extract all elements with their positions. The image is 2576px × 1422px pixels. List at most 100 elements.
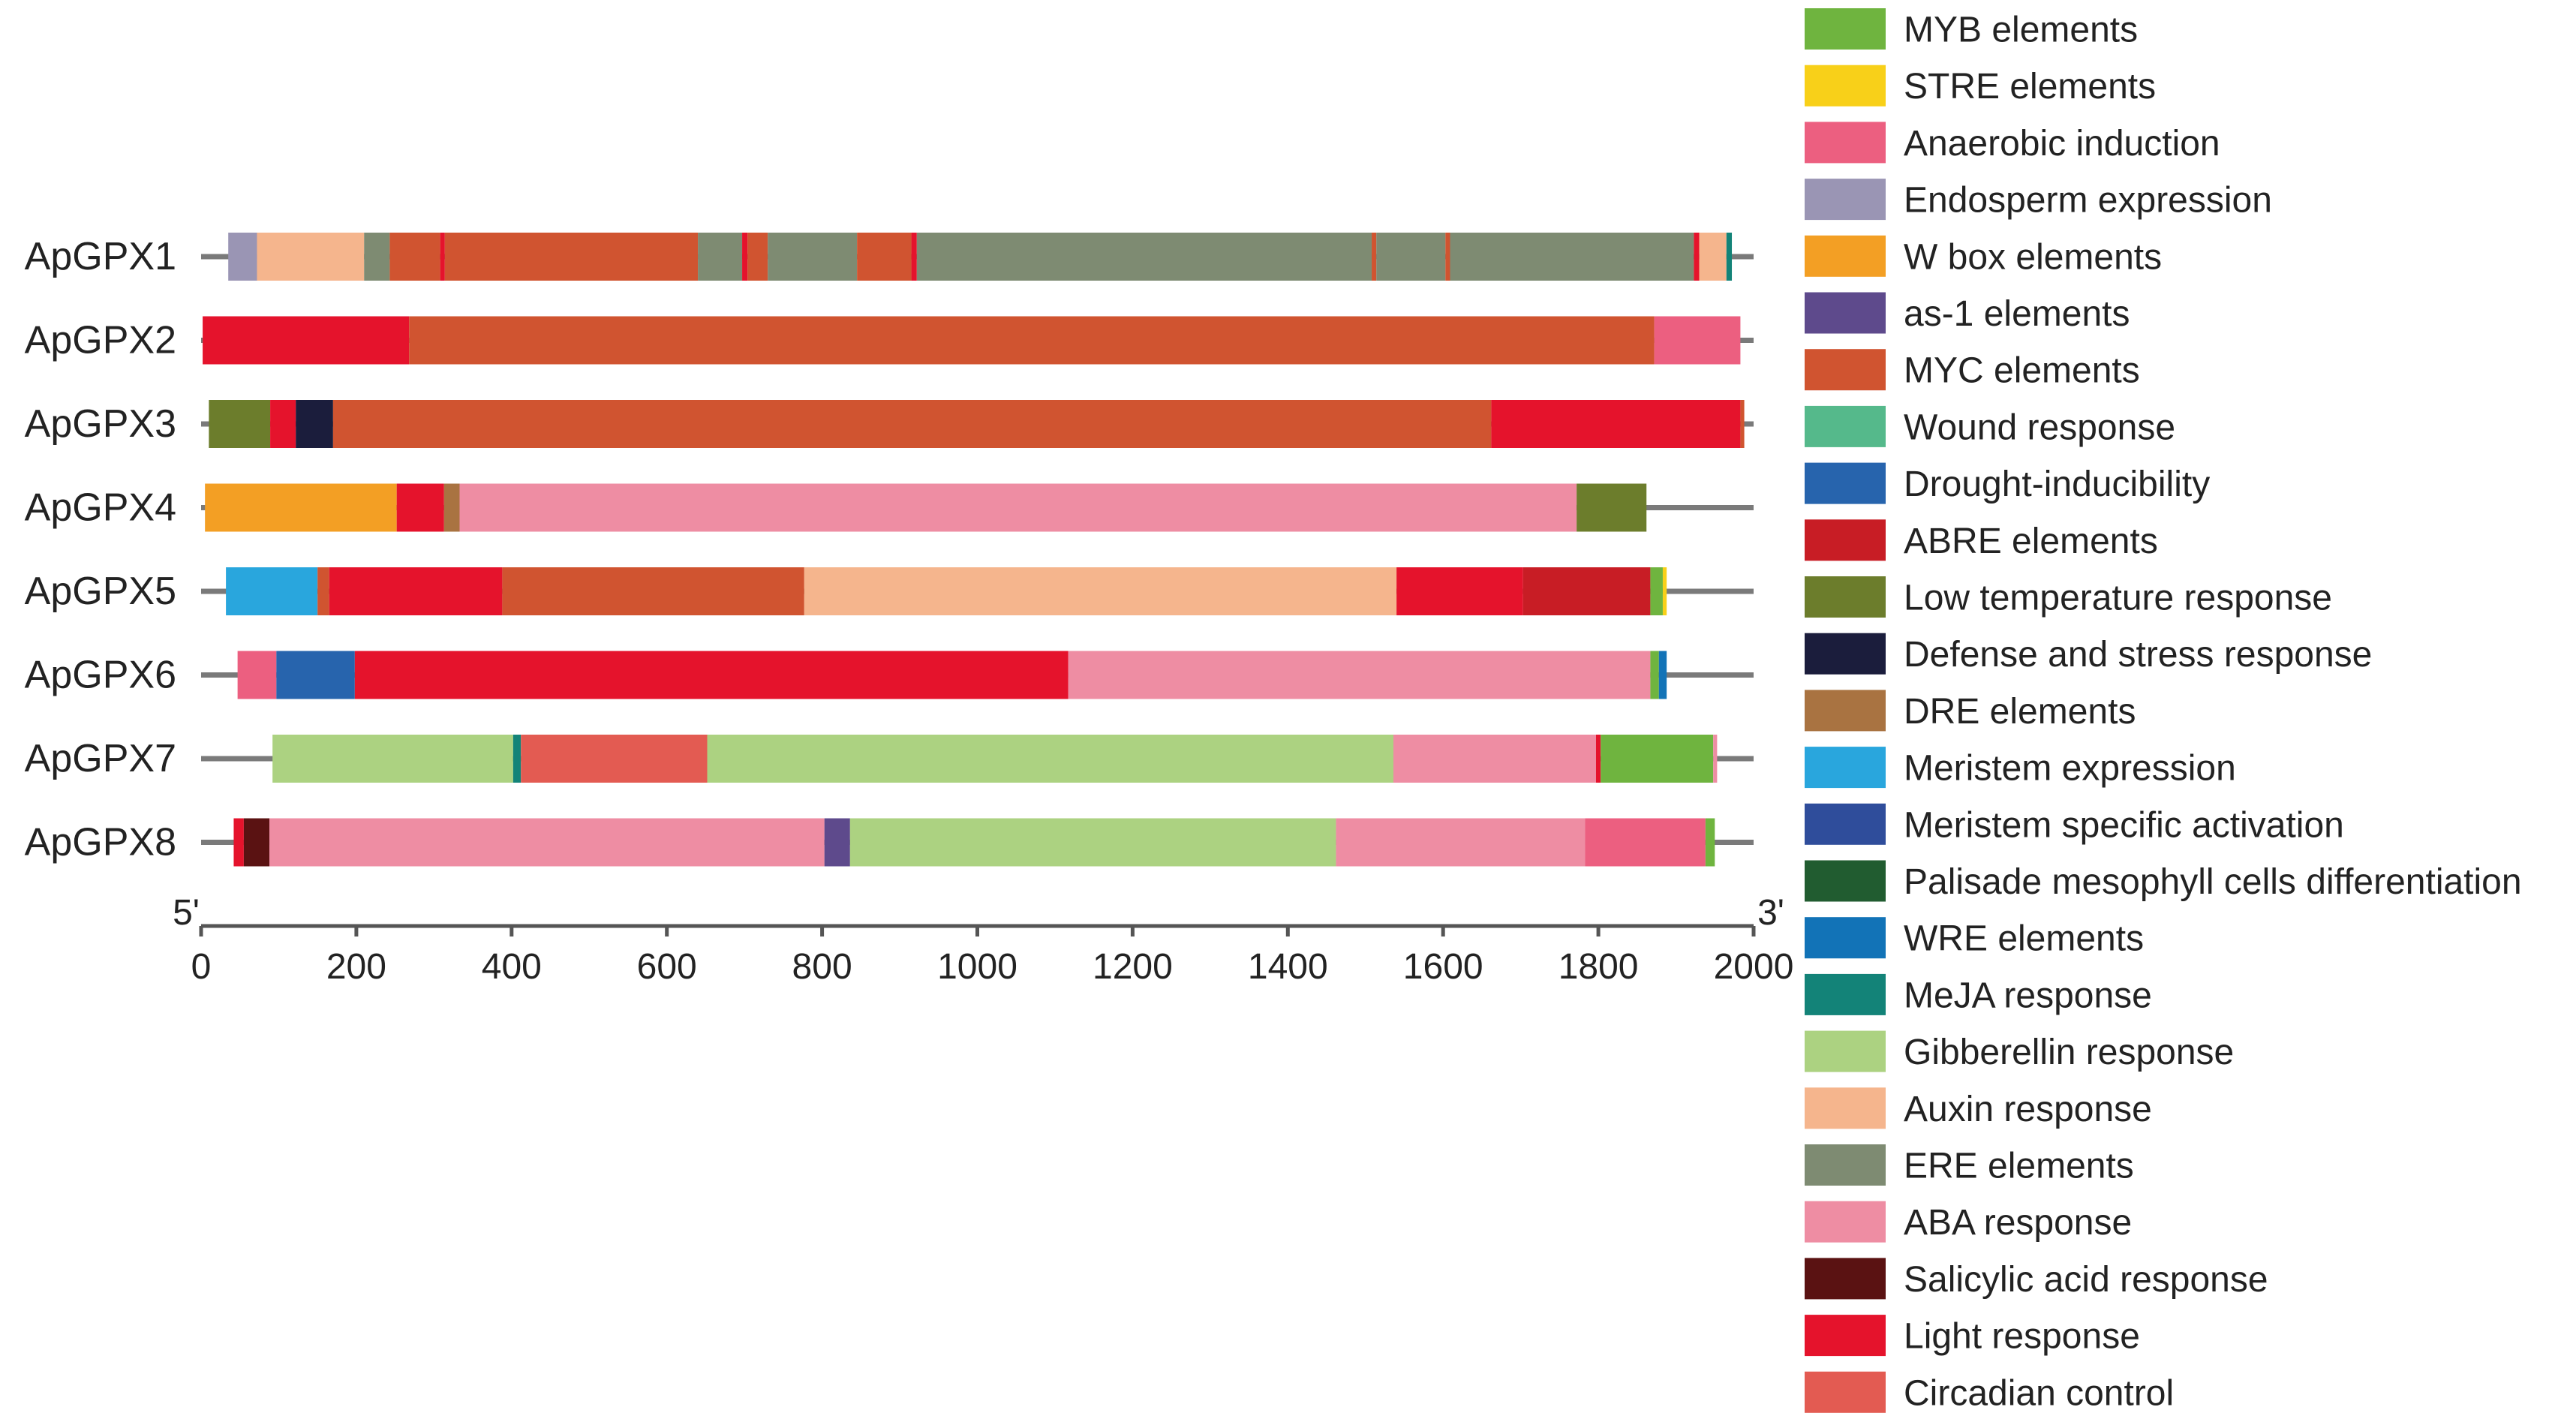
legend-item: Endosperm expression — [1805, 179, 2272, 221]
element-segment — [332, 400, 1492, 448]
x-tick-label: 1200 — [1093, 947, 1173, 987]
legend-label: MeJA response — [1904, 976, 2152, 1015]
element-segment — [1650, 651, 1659, 699]
gene-label: ApGPX7 — [25, 737, 176, 780]
legend-item: ABA response — [1805, 1201, 2132, 1243]
x-tick-label: 800 — [792, 947, 852, 987]
element-segment — [742, 233, 748, 281]
legend-item: STRE elements — [1805, 65, 2156, 107]
legend-swatch — [1805, 633, 1886, 675]
element-segment — [1650, 567, 1663, 615]
gene-label: ApGPX1 — [25, 235, 176, 278]
element-segment — [389, 233, 440, 281]
legend-item: Anaerobic induction — [1805, 122, 2220, 164]
element-segment — [257, 233, 365, 281]
element-segment — [270, 400, 296, 448]
x-tick-label: 600 — [637, 947, 697, 987]
x-tick-label: 200 — [326, 947, 386, 987]
gene-row-ApGPX5: ApGPX5 — [25, 567, 1754, 615]
element-segment — [1662, 567, 1667, 615]
element-segment — [1694, 233, 1700, 281]
legend-swatch — [1805, 462, 1886, 504]
legend-label: STRE elements — [1904, 67, 2156, 107]
gene-label: ApGPX5 — [25, 570, 176, 613]
element-segment — [1396, 567, 1523, 615]
gene-row-ApGPX7: ApGPX7 — [25, 735, 1754, 783]
legend-label: as-1 elements — [1904, 294, 2130, 334]
legend-swatch — [1805, 405, 1886, 447]
legend-swatch — [1805, 65, 1886, 107]
legend-swatch — [1805, 1087, 1886, 1129]
legend-swatch — [1805, 1371, 1886, 1413]
gene-row-ApGPX8: ApGPX8 — [25, 818, 1754, 867]
gene-row-ApGPX3: ApGPX3 — [25, 400, 1754, 448]
legend-item: Defense and stress response — [1805, 633, 2372, 675]
legend-label: ABA response — [1904, 1203, 2132, 1243]
element-segment — [1740, 400, 1745, 448]
gene-row-ApGPX2: ApGPX2 — [25, 316, 1754, 365]
legend-swatch — [1805, 1201, 1886, 1243]
element-segment — [1726, 233, 1733, 281]
element-segment — [296, 400, 333, 448]
legend-swatch — [1805, 235, 1886, 277]
legend-item: Palisade mesophyll cells differentiation — [1805, 860, 2522, 902]
element-segment — [1376, 233, 1446, 281]
legend-swatch — [1805, 1144, 1886, 1186]
x-tick-label: 1400 — [1248, 947, 1328, 987]
gene-row-ApGPX1: ApGPX1 — [25, 233, 1754, 281]
legend: MYB elements STRE elements Anaerobic induc… — [1805, 8, 2522, 1413]
element-segment — [443, 483, 460, 532]
legend-label: Palisade mesophyll cells differentiation — [1904, 862, 2522, 902]
element-segment — [396, 483, 444, 532]
gene-label: ApGPX3 — [25, 402, 176, 446]
element-segment — [911, 233, 917, 281]
legend-swatch — [1805, 803, 1886, 845]
element-segment — [502, 567, 804, 615]
legend-item: DRE elements — [1805, 690, 2136, 732]
element-segment — [1068, 651, 1651, 699]
element-segment — [857, 233, 912, 281]
element-segment — [354, 651, 1069, 699]
axis-end-label: 3' — [1757, 893, 1784, 933]
element-segment — [768, 233, 858, 281]
element-segment — [243, 818, 270, 867]
element-segment — [440, 233, 445, 281]
element-segment — [459, 483, 1577, 532]
legend-swatch — [1805, 8, 1886, 50]
legend-item: WRE elements — [1805, 917, 2144, 959]
legend-label: W box elements — [1904, 237, 2162, 277]
legend-swatch — [1805, 576, 1886, 618]
element-segment — [1372, 233, 1377, 281]
element-segment — [364, 233, 390, 281]
x-ticks: 0 200 400 600 800 1000 1200 1400 1600 1800 2000 — [191, 926, 1793, 987]
legend-label: MYC elements — [1904, 351, 2140, 391]
element-segment — [698, 233, 743, 281]
element-segment — [205, 483, 397, 532]
element-segment — [1491, 400, 1741, 448]
legend-label: Gibberellin response — [1904, 1033, 2234, 1072]
legend-label: Anaerobic induction — [1904, 124, 2220, 164]
legend-item: Circadian control — [1805, 1371, 2174, 1413]
gene-rows: ApGPX1 ApGPX2 ApGPX3 ApGPX4 ApGPX5 ApGPX6 ApGP… — [25, 233, 1754, 867]
element-segment — [1595, 735, 1601, 783]
legend-item: Salicylic acid response — [1805, 1258, 2268, 1300]
element-segment — [916, 233, 1372, 281]
element-segment — [209, 400, 271, 448]
x-tick-label: 1600 — [1403, 947, 1483, 987]
element-segment — [233, 818, 244, 867]
legend-swatch — [1805, 690, 1886, 732]
legend-label: ERE elements — [1904, 1147, 2134, 1186]
element-segment — [1393, 735, 1596, 783]
legend-item: Meristem specific activation — [1805, 803, 2344, 845]
legend-label: Auxin response — [1904, 1090, 2152, 1129]
legend-swatch — [1805, 1030, 1886, 1072]
legend-swatch — [1805, 973, 1886, 1015]
legend-label: DRE elements — [1904, 692, 2136, 732]
element-segment — [1450, 233, 1694, 281]
legend-label: MYB elements — [1904, 11, 2138, 50]
x-tick-label: 1800 — [1559, 947, 1639, 987]
legend-swatch — [1805, 292, 1886, 334]
element-segment — [1445, 233, 1450, 281]
gene-row-ApGPX4: ApGPX4 — [25, 483, 1754, 532]
